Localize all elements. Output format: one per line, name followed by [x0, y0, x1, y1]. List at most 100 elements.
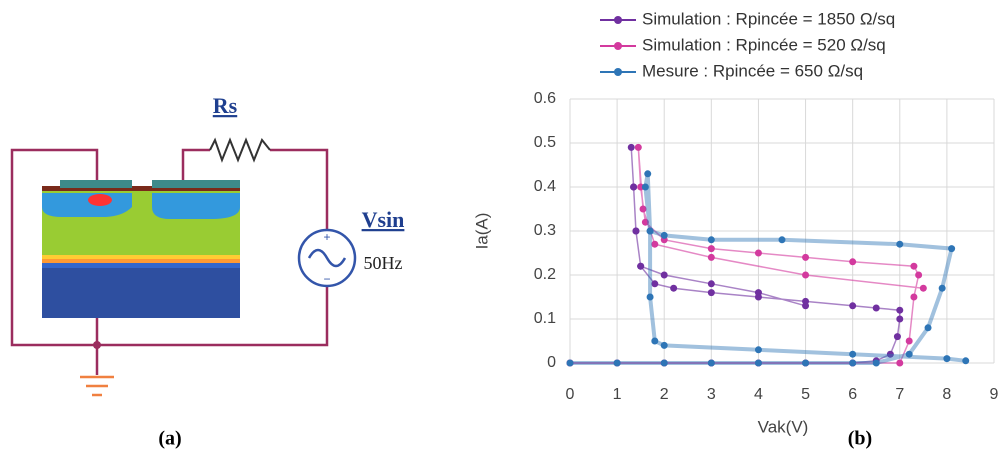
point [849, 359, 857, 367]
x-tick-label: 8 [942, 386, 951, 403]
x-tick-label: 3 [707, 386, 716, 403]
x-tick-label: 1 [613, 386, 622, 403]
point [948, 245, 956, 253]
source: + − [297, 228, 357, 288]
x-tick-label: 4 [754, 386, 763, 403]
legend-swatch [614, 68, 622, 76]
point [802, 302, 810, 310]
y-tick-label: 0.6 [534, 90, 556, 107]
y-tick-label: 0.3 [534, 222, 556, 239]
legend-swatch [614, 42, 622, 50]
y-axis-label: Ia(A) [472, 213, 491, 250]
point [938, 284, 946, 292]
legend-label: Mesure : Rpincée = 650 Ω/sq [642, 61, 863, 80]
point [630, 183, 638, 191]
point [707, 280, 715, 288]
svg-text:−: − [323, 272, 330, 286]
point [660, 359, 668, 367]
y-tick-label: 0.4 [534, 178, 556, 195]
y-tick-label: 0 [547, 354, 556, 371]
point [632, 227, 640, 235]
x-tick-label: 5 [801, 386, 810, 403]
point [646, 293, 654, 301]
point [802, 359, 810, 367]
x-tick-label: 2 [660, 386, 669, 403]
legend-swatch [614, 16, 622, 24]
legend-label: Simulation : Rpincée = 1850 Ω/sq [642, 9, 895, 28]
point [670, 284, 678, 292]
y-tick-label: 0.5 [534, 134, 556, 151]
point [754, 359, 762, 367]
device [42, 180, 240, 318]
point [707, 253, 715, 261]
point [641, 218, 649, 226]
frequency-label: 50Hz [364, 253, 403, 273]
x-tick-label: 0 [566, 386, 575, 403]
point [634, 143, 642, 151]
point [651, 337, 659, 345]
resistor-label: Rs [213, 93, 238, 118]
point [639, 205, 647, 213]
series-line [570, 147, 924, 364]
point [962, 357, 970, 365]
point [646, 227, 654, 235]
point [915, 271, 923, 279]
x-tick-label: 9 [990, 386, 999, 403]
point [660, 271, 668, 279]
x-axis-label: Vak(V) [758, 417, 809, 436]
caption: (b) [848, 428, 872, 450]
point [943, 355, 951, 363]
point [651, 240, 659, 248]
point [802, 271, 810, 279]
point [641, 183, 649, 191]
point [905, 337, 913, 345]
point [778, 236, 786, 244]
point [905, 350, 913, 358]
x-tick-label: 7 [895, 386, 904, 403]
wire [270, 148, 329, 230]
svg-text:+: + [323, 230, 330, 244]
ground [80, 375, 114, 397]
point [802, 253, 810, 261]
caption: (a) [158, 428, 181, 450]
point [644, 170, 652, 178]
point [872, 359, 880, 367]
point [919, 284, 927, 292]
point [660, 341, 668, 349]
resistor [209, 137, 271, 163]
point [637, 262, 645, 270]
source-label: Vsin [362, 207, 405, 232]
y-tick-label: 0.2 [534, 266, 556, 283]
point [924, 324, 932, 332]
point [896, 306, 904, 314]
point [627, 143, 635, 151]
plot: 0 0.1 0.2 0.3 0.4 0.5 0.6 0 1 2 3 4 5 6 7 8 9 Simulation … [534, 9, 999, 403]
point [872, 304, 880, 312]
point [896, 359, 904, 367]
point [910, 262, 918, 270]
y-tick-label: 0.1 [534, 310, 556, 327]
wire [181, 148, 210, 180]
legend-label: Simulation : Rpincée = 520 Ω/sq [642, 35, 886, 54]
point [849, 258, 857, 266]
point [849, 350, 857, 358]
point [893, 333, 901, 341]
point [910, 293, 918, 301]
node [93, 341, 101, 349]
point [896, 240, 904, 248]
circuit [10, 137, 329, 375]
point [849, 302, 857, 310]
wire [10, 148, 329, 347]
point [651, 280, 659, 288]
point [896, 315, 904, 323]
point [613, 359, 621, 367]
point [754, 289, 762, 297]
point [886, 350, 894, 358]
point [566, 359, 574, 367]
point [754, 249, 762, 257]
point [707, 289, 715, 297]
series-line [570, 147, 901, 364]
point [707, 245, 715, 253]
point [707, 236, 715, 244]
